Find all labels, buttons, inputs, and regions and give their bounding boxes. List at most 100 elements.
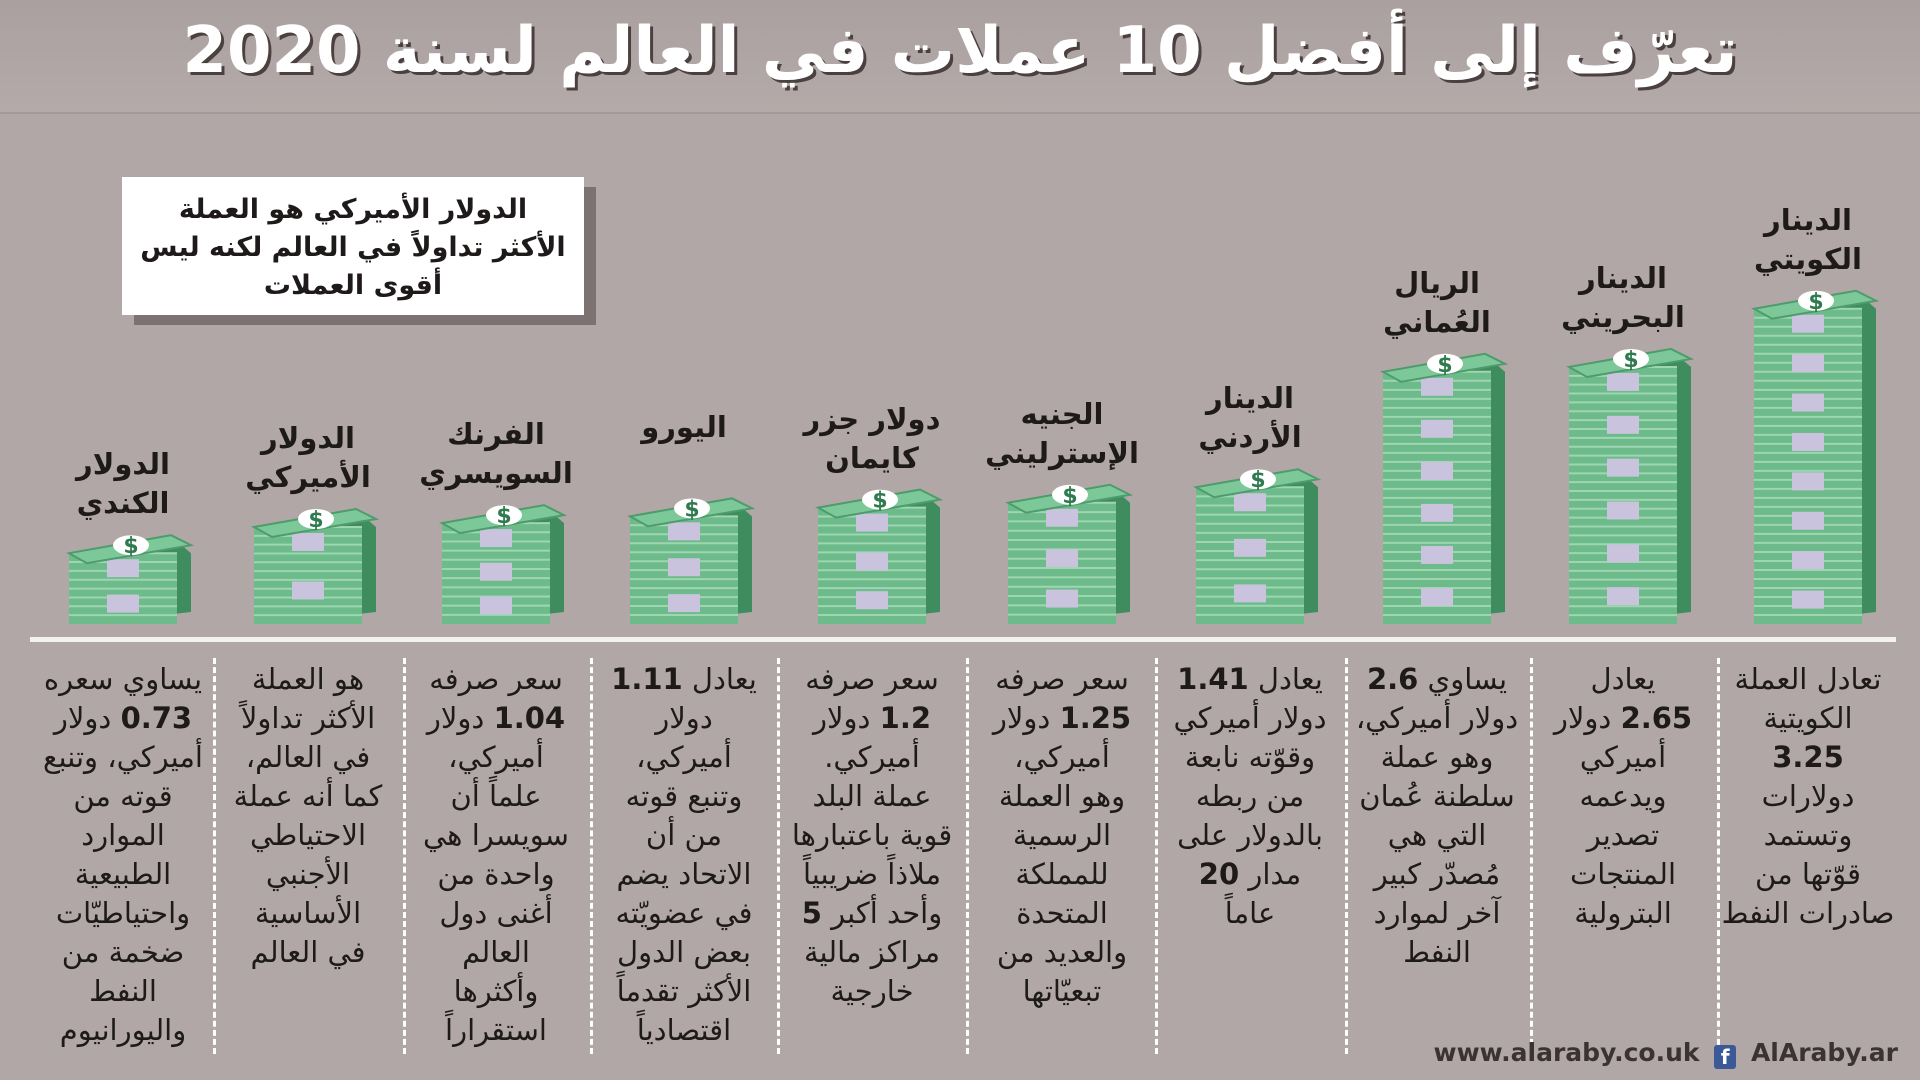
currency-name: دولار جزر كايمان (803, 401, 941, 475)
description-line: واحتياطيّات (55, 896, 191, 930)
description-line: يعادل 1.41 (1177, 662, 1323, 696)
currency-description: سعر صرفه 1.04 دولار أميركي، علماً أن سويسرا … (406, 660, 586, 1050)
description-line: 2.65 دولار (1553, 701, 1693, 735)
social-handle[interactable]: AlAraby.ar (1750, 1038, 1898, 1067)
description-line: أميركي، (448, 740, 544, 774)
description-line: دولار (655, 701, 713, 735)
description-line: علماً أن (450, 779, 542, 813)
money-stack: $ (627, 497, 756, 624)
currency-description: تعادل العملة الكويتية 3.25 دولارات وتستمد قوّ… (1718, 660, 1898, 933)
description-line: تصدير (1586, 818, 1660, 852)
description-line: وأحد أكبر 5 (801, 896, 943, 930)
description-line: يساوي سعره (43, 662, 203, 696)
description-line: بالدولار على (1177, 818, 1323, 852)
description-line: وأكثرها (453, 974, 539, 1008)
dollar-sign-icon: $ (496, 504, 511, 529)
description-line: 1.2 دولار (812, 701, 932, 735)
currency-name: الدولار الكندي (76, 447, 170, 521)
dollar-sign-icon: $ (684, 497, 699, 522)
description-line: 3.25 (1718, 738, 1898, 777)
facebook-icon[interactable]: f (1714, 1045, 1737, 1069)
column-divider (213, 658, 216, 1054)
rate-value: 5 (801, 896, 822, 930)
description-line: دولار أميركي (1173, 701, 1327, 735)
description-line: آخر لموارد (1373, 896, 1501, 930)
description-line: وقوّته نابعة (1184, 740, 1316, 774)
description-line: ضخمة من (61, 935, 185, 969)
description-line: الكويتية (1763, 701, 1853, 735)
description-line: عملة البلد (812, 779, 932, 813)
description-line: قوية باعتبارها (791, 818, 953, 852)
column-divider (1530, 658, 1533, 1054)
column-divider (403, 658, 406, 1054)
column-divider (1155, 658, 1158, 1054)
dollar-sign-icon: $ (872, 489, 887, 514)
rate-value: 1.11 (611, 662, 683, 696)
money-stack: $ (439, 504, 568, 624)
description-line: العالم (462, 935, 530, 969)
description-line: البترولية (1574, 896, 1672, 930)
currency-description: سعر صرفه 1.25 دولار أميركي، وهو العملة الرسم… (972, 660, 1152, 1011)
description-line: أميركي، وتنبع (43, 740, 203, 774)
currency-name: الدينار الكويتي (1754, 202, 1862, 276)
description-line: تعادل العملة (1734, 662, 1882, 696)
currency-description: سعر صرفه 1.2 دولار أميركي. عملة البلد قوية ب… (782, 660, 962, 1011)
description-line: وتستمد (1763, 818, 1853, 852)
money-stack: $ (1380, 352, 1509, 624)
description-line: الأكثر تداولاً (240, 701, 376, 735)
description-line: أميركي، (1014, 740, 1110, 774)
description-line: أميركي، (636, 740, 732, 774)
description-line: يعادل 1.11 (611, 662, 757, 696)
description-line: عاماً (1224, 896, 1276, 930)
currency-name: اليورو (641, 410, 727, 445)
description-line: خارجية (830, 974, 914, 1008)
description-line: استقراراً (445, 1013, 547, 1047)
currency-name: الجنيه الإسترليني (985, 396, 1139, 470)
rate-value: 3.25 (1772, 740, 1844, 774)
column-divider (1717, 658, 1720, 1054)
description-line: من ربطه (1195, 779, 1305, 813)
currency-description: يعادل 1.41 دولار أميركي وقوّته نابعة من ربط… (1160, 660, 1340, 933)
currency-name: الدينار البحريني (1561, 260, 1685, 334)
rate-value: 1.2 (879, 701, 932, 735)
description-line: سعر صرفه (429, 662, 563, 696)
dollar-sign-icon: $ (1250, 468, 1265, 493)
description-line: مدار 20 (1198, 857, 1302, 891)
description-line: الاتحاد يضم (616, 857, 752, 891)
description-line: واليورانيوم (59, 1013, 187, 1047)
note-box: الدولار الأميركي هو العملة الأكثر تداولا… (122, 177, 584, 315)
rate-value: 1.41 (1177, 662, 1249, 696)
rate-value: 1.04 (493, 701, 566, 735)
dollar-sign-icon: $ (1062, 484, 1077, 509)
currency-description: يعادل 1.11 دولار أميركي، وتنبع قوته من أن الا… (594, 660, 774, 1050)
description-line: أميركي. (824, 740, 920, 774)
description-line: وتنبع قوته (625, 779, 743, 813)
description-line: 1.25 دولار (992, 701, 1132, 735)
description-line: التي هي (1387, 818, 1487, 852)
description-line: تبعيّاتها (1022, 974, 1102, 1008)
description-line: صادرات النفط (1721, 896, 1895, 930)
money-stack: $ (1005, 483, 1134, 624)
description-line: المتحدة (1016, 896, 1108, 930)
website-link[interactable]: www.alaraby.co.uk (1433, 1038, 1700, 1067)
description-line: المنتجات (1569, 857, 1677, 891)
dollar-sign-icon: $ (1623, 348, 1638, 373)
description-line: سعر صرفه (805, 662, 939, 696)
currency-name: الدولار الأميركي (245, 421, 371, 494)
description-line: والعديد من (996, 935, 1128, 969)
money-stack: $ (1566, 347, 1695, 624)
currency-description: هو العملة الأكثر تداولاً في العالم، كما أنه… (218, 660, 398, 972)
description-line: دولارات (1761, 779, 1855, 813)
description-line: للمملكة (1015, 857, 1109, 891)
footer: www.alaraby.co.uk f AlAraby.ar (1433, 1038, 1898, 1069)
description-line: هو العملة (251, 662, 365, 696)
currency-name: الريال العُماني (1383, 265, 1491, 339)
description-line: قوّتها من (1755, 857, 1861, 891)
description-line: الأجنبي (265, 857, 351, 891)
column-divider (777, 658, 780, 1054)
description-line: الرسمية (1012, 818, 1112, 852)
description-line: مراكز مالية (803, 935, 941, 969)
currency-name: الفرنك السويسري (419, 417, 573, 491)
description-line: في عضويّته (615, 896, 753, 930)
description-line: اقتصادياً (636, 1013, 732, 1047)
